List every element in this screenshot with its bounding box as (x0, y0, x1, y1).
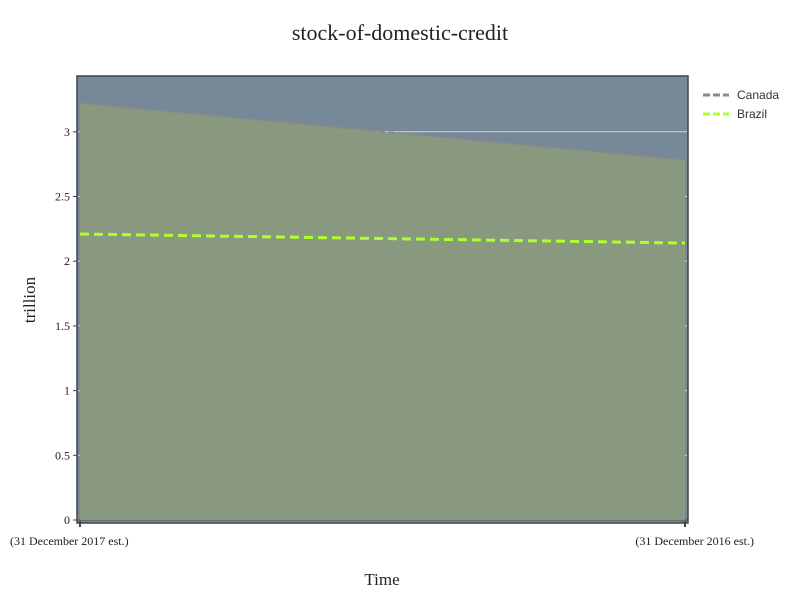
y-tick-label: 1 (64, 384, 70, 398)
y-tick-label: 3 (64, 125, 70, 139)
plot-border (76, 75, 689, 524)
series-line-brazil (79, 232, 686, 245)
y-tick-label: 1.5 (55, 319, 70, 333)
x-axis-title: Time (364, 570, 399, 589)
legend-label-canada: Canada (737, 88, 779, 102)
area-canada (80, 103, 685, 520)
line-layer (79, 102, 686, 245)
y-tick-label: 0.5 (55, 448, 70, 462)
legend: Canada Brazil (703, 88, 779, 121)
x-tick-label: (31 December 2016 est.) (635, 534, 754, 548)
chart-title: stock-of-domestic-credit (292, 20, 508, 45)
y-tick-label: 2.5 (55, 189, 70, 203)
y-axis: 0 0.5 1 1.5 2 2.5 3 (55, 125, 77, 527)
y-axis-title: trillion (20, 276, 39, 323)
x-tick-label: (31 December 2017 est.) (10, 534, 129, 548)
y-tick-label: 2 (64, 254, 70, 268)
series-line-canada (79, 102, 686, 162)
x-axis: (31 December 2017 est.) (31 December 2016… (10, 521, 754, 548)
legend-label-brazil: Brazil (737, 107, 767, 121)
y-tick-label: 0 (64, 513, 70, 527)
area-layer (80, 103, 685, 520)
